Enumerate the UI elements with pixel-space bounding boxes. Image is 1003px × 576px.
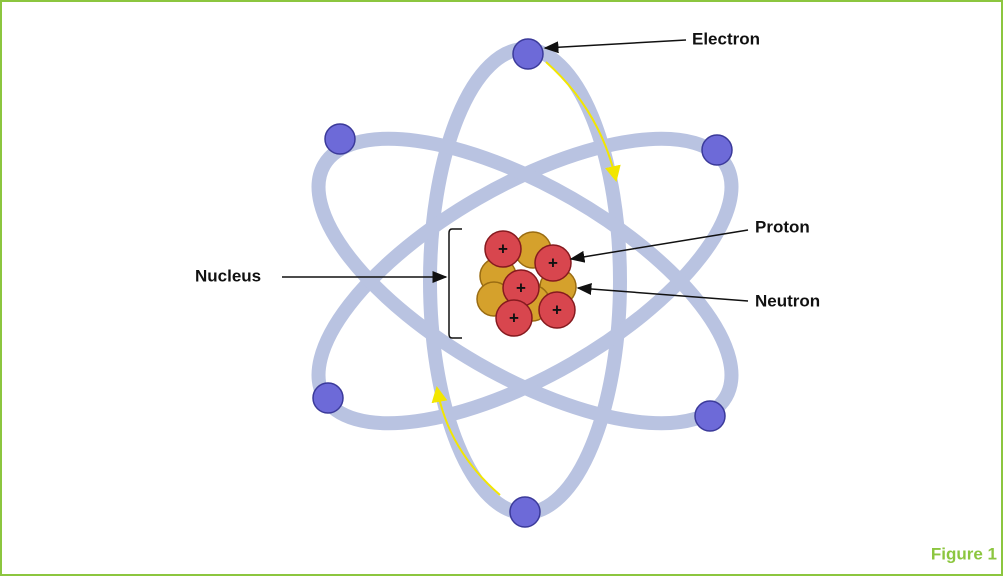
electron bbox=[510, 497, 540, 527]
figure-caption: Figure 1 bbox=[931, 544, 997, 563]
electron bbox=[695, 401, 725, 431]
electron bbox=[313, 383, 343, 413]
electron bbox=[513, 39, 543, 69]
page: + + + + + Electron Proton Neutron Nucleu… bbox=[0, 0, 1003, 576]
neutron-label: Neutron bbox=[755, 291, 820, 310]
nucleus-bracket bbox=[449, 229, 462, 338]
proton-sign: + bbox=[509, 309, 519, 328]
proton-label: Proton bbox=[755, 217, 810, 236]
proton-sign: + bbox=[516, 279, 526, 298]
proton-sign: + bbox=[548, 254, 558, 273]
electron-label: Electron bbox=[692, 29, 760, 48]
proton-sign: + bbox=[552, 301, 562, 320]
proton-sign: + bbox=[498, 240, 508, 259]
electron bbox=[702, 135, 732, 165]
electron bbox=[325, 124, 355, 154]
atom-diagram: + + + + + Electron Proton Neutron Nucleu… bbox=[0, 0, 1003, 576]
nucleus-label: Nucleus bbox=[195, 266, 261, 285]
pointer bbox=[545, 40, 686, 48]
